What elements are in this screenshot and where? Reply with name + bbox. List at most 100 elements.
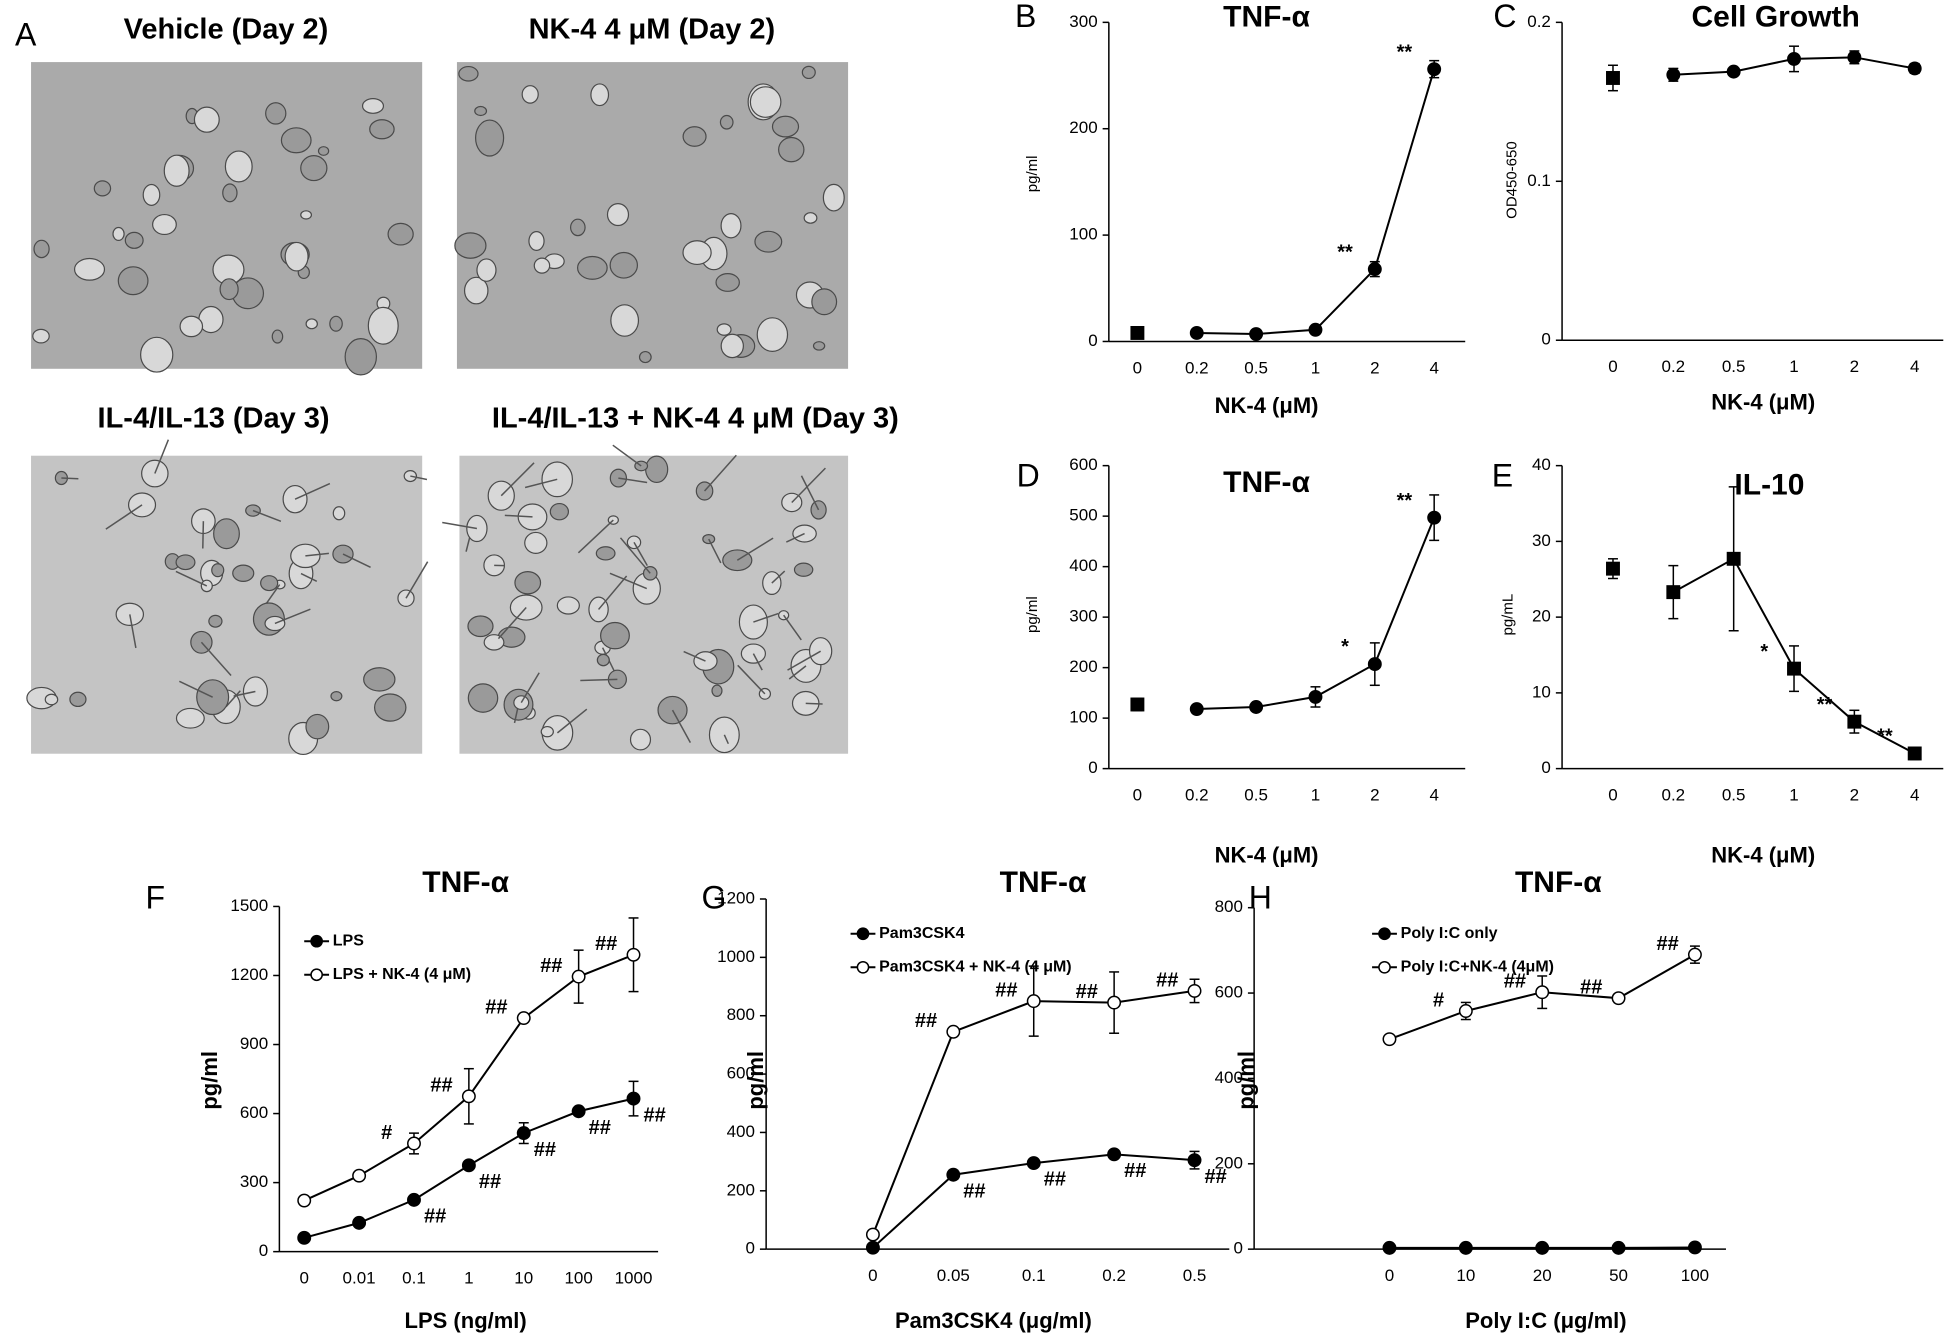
cell-process [442,521,478,530]
x-tick-label: 4 [1429,358,1438,377]
marker [1535,985,1550,1000]
marker [1787,661,1801,676]
cell-process [737,664,766,695]
cell [609,251,639,279]
cell-process [556,708,588,734]
legend-marker [856,927,870,941]
legend-label: Poly I:C only [1401,925,1498,942]
cell [595,546,616,561]
cell [756,317,789,352]
cell-process [597,575,628,610]
cell [152,213,177,236]
annotation: ## [1205,1166,1227,1188]
x-tick-label: 0.5 [1722,785,1746,804]
y-tick-label: 20 [1532,607,1551,626]
chart-title: IL-10 [1734,469,1804,502]
cell [454,232,487,259]
cell-process [787,650,822,671]
cell [93,180,112,197]
cell [232,564,255,582]
cell-process [497,607,527,640]
y-tick-label: 600 [1069,455,1097,474]
marker [1611,1240,1626,1255]
cell [467,615,494,638]
y-axis-label: pg/ml [1024,596,1041,633]
x-tick-label: 0.05 [937,1266,970,1285]
cell [590,83,610,107]
cell-process [609,572,648,590]
cell [305,713,330,740]
micrograph-image [456,62,849,369]
cell [73,257,106,281]
cell [682,240,712,266]
cell [596,653,610,667]
cell-process [179,680,213,698]
y-axis-label: pg/mL [1500,594,1517,636]
legend-marker [1378,927,1391,941]
x-axis-label: LPS (ng/ml) [405,1308,527,1333]
cell-process [105,504,143,530]
cell [822,183,845,212]
y-tick-label: 500 [1069,506,1097,525]
marker [1687,947,1702,962]
cell [44,693,59,706]
marker [407,1192,421,1207]
cell-process [233,690,256,697]
cell [533,257,551,274]
marker [1726,551,1741,566]
x-tick-label: 2 [1370,785,1379,804]
x-tick-label: 1 [1311,785,1320,804]
cell [332,506,346,521]
cell [801,65,816,80]
cell [284,241,309,272]
micrograph-title: IL-4/IL-13 + NK-4 4 μM (Day 3) [492,402,899,434]
cell [803,212,818,224]
cell-process [202,521,205,549]
x-tick-label: 0.2 [1102,1266,1126,1285]
y-tick-label: 600 [727,1064,755,1083]
cell-process [800,475,820,511]
legend-label: Pam3CSK4 + NK-4 (4 μM) [879,959,1072,976]
annotation: ## [1156,969,1178,991]
cell-process [791,467,826,503]
y-tick-label: 600 [240,1103,268,1122]
marker [1611,991,1626,1006]
cell [600,621,630,650]
cell [179,315,204,338]
annotation: ## [589,1117,611,1139]
marker [1026,994,1041,1009]
y-tick-label: 0 [1541,758,1550,777]
x-tick-label: 4 [1910,785,1919,804]
cell-process [703,454,737,492]
annotation: ## [963,1180,985,1202]
y-tick-label: 1000 [717,947,755,966]
x-tick-label: 0.5 [1722,357,1746,376]
annotation: * [1760,641,1768,663]
marker [1687,1240,1702,1255]
y-tick-label: 300 [240,1172,268,1191]
marker [1427,510,1442,525]
annotation: ## [1044,1169,1066,1191]
y-tick-label: 0 [1088,758,1097,777]
x-tick-label: 1 [1311,358,1320,377]
micrograph [31,62,423,376]
legend-marker [1378,960,1391,974]
cell-process [708,538,722,564]
marker [1130,326,1145,340]
cell [556,596,580,615]
panel-label: H [1249,880,1272,916]
annotation: ** [1397,41,1413,63]
cell-process [771,570,786,584]
panel-label: G [702,880,727,916]
cell [467,683,499,713]
cell-process [612,444,642,467]
cell [271,329,284,344]
y-tick-label: 0.1 [1527,171,1551,190]
cell [32,328,50,344]
cell [317,146,330,156]
annotation: ## [534,1139,556,1161]
micrograph [454,62,849,369]
y-tick-label: 400 [1215,1068,1243,1087]
cell [33,239,50,259]
cell-process [175,570,208,587]
